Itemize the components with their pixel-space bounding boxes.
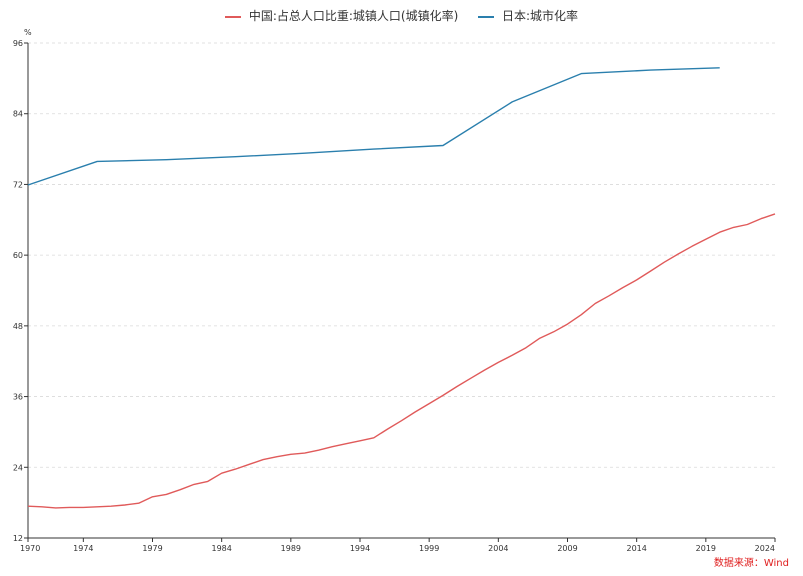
y-tick-label: 96	[13, 39, 23, 48]
x-tick-label: 1979	[142, 544, 162, 553]
x-tick-label: 1999	[419, 544, 439, 553]
y-tick-label: 84	[13, 110, 23, 119]
y-axis-unit: %	[24, 28, 32, 37]
x-tick-label: 2014	[626, 544, 646, 553]
y-tick-label: 36	[13, 393, 23, 402]
legend-item-japan[interactable]: 日本:城市化率	[478, 7, 578, 24]
x-tick-label: 2019	[696, 544, 716, 553]
x-tick-label: 1970	[20, 544, 40, 553]
legend-item-china[interactable]: 中国:占总人口比重:城镇人口(城镇化率)	[225, 7, 458, 24]
series-group	[27, 67, 776, 509]
legend-swatch-japan	[478, 15, 495, 18]
series-line-china[interactable]	[27, 213, 776, 509]
x-tick-label: 1984	[211, 544, 231, 553]
x-tick-label: 1994	[350, 544, 370, 553]
x-tick-label: 2004	[488, 544, 508, 553]
legend-label-japan: 日本:城市化率	[501, 9, 578, 23]
y-tick-label: 48	[13, 322, 23, 331]
x-tick-label: 2009	[557, 544, 577, 553]
x-tick-label: 1974	[73, 544, 93, 553]
y-tick-label: 72	[13, 180, 23, 189]
y-tick-label: 60	[13, 251, 23, 260]
legend-swatch-china	[225, 15, 241, 18]
x-tick-label: 1989	[281, 544, 301, 553]
legend-label-china: 中国:占总人口比重:城镇人口(城镇化率)	[248, 9, 459, 23]
series-line-japan[interactable]	[27, 67, 720, 186]
chart-legend: 中国:占总人口比重:城镇人口(城镇化率) 日本:城市化率	[0, 7, 803, 24]
source-note: 数据来源：Wind	[713, 558, 789, 569]
y-tick-label: 24	[13, 463, 23, 472]
grid-lines	[28, 42, 775, 468]
x-tick-label: 2024	[755, 544, 775, 553]
axes: 12 24 36 48 60 72 84 96 1970 1974 1979 1984 1989 1994…	[13, 39, 776, 553]
y-tick-label: 12	[13, 534, 23, 543]
